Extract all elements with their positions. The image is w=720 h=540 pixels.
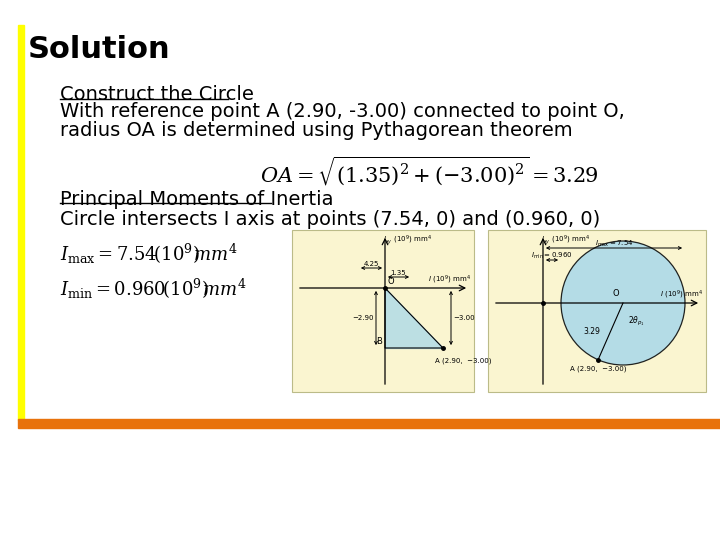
Bar bbox=[18, 25, 24, 420]
Bar bbox=[292, 230, 474, 392]
Text: Circle intersects I axis at points (7.54, 0) and (0.960, 0): Circle intersects I axis at points (7.54… bbox=[60, 210, 600, 229]
Text: 3.29: 3.29 bbox=[584, 327, 600, 336]
Text: $I\ (10^9)\ \mathrm{mm}^4$: $I\ (10^9)\ \mathrm{mm}^4$ bbox=[428, 274, 471, 286]
Text: −3.00: −3.00 bbox=[453, 315, 474, 321]
Text: A (2.90,  −3.00): A (2.90, −3.00) bbox=[435, 357, 492, 363]
Text: O: O bbox=[388, 277, 395, 286]
Text: $I\ (10^9)\ \mathrm{mm}^4$: $I\ (10^9)\ \mathrm{mm}^4$ bbox=[660, 289, 703, 301]
Text: $2\theta_{p_1}$: $2\theta_{p_1}$ bbox=[628, 315, 645, 328]
Text: $I_{\min}=0.960$: $I_{\min}=0.960$ bbox=[531, 251, 573, 261]
Text: −2.90: −2.90 bbox=[353, 315, 374, 321]
Text: Principal Moments of Inertia: Principal Moments of Inertia bbox=[60, 190, 333, 209]
Text: $I_{\max} = 7.54\!\left(10^9\right)\!\!mm^4$: $I_{\max} = 7.54\!\left(10^9\right)\!\!m… bbox=[60, 242, 238, 266]
Text: Solution: Solution bbox=[28, 35, 171, 64]
Text: A (2.90,  −3.00): A (2.90, −3.00) bbox=[570, 366, 626, 373]
Text: B: B bbox=[376, 337, 382, 346]
Bar bbox=[488, 230, 706, 392]
Polygon shape bbox=[385, 288, 443, 348]
Circle shape bbox=[561, 241, 685, 365]
Text: 4.25: 4.25 bbox=[364, 261, 379, 267]
Text: Construct the Circle: Construct the Circle bbox=[60, 85, 254, 104]
Text: $I_{xy}\ (10^9)\ \mathrm{mm}^4$: $I_{xy}\ (10^9)\ \mathrm{mm}^4$ bbox=[383, 233, 432, 247]
Text: O: O bbox=[613, 289, 619, 298]
Text: 1.35: 1.35 bbox=[391, 270, 406, 276]
Text: $OA = \sqrt{(1.35)^2 + (-3.00)^2} = 3.29$: $OA = \sqrt{(1.35)^2 + (-3.00)^2} = 3.29… bbox=[260, 155, 599, 188]
Text: $I_{\min} = 0.960\!\left(10^9\right)\!\!mm^4$: $I_{\min} = 0.960\!\left(10^9\right)\!\!… bbox=[60, 277, 247, 301]
Bar bbox=[18, 419, 720, 428]
Text: radius OA is determined using Pythagorean theorem: radius OA is determined using Pythagorea… bbox=[60, 121, 572, 140]
Text: $I_{\max}=7.54$: $I_{\max}=7.54$ bbox=[595, 239, 634, 249]
Text: With reference point A (2.90, -3.00) connected to point O,: With reference point A (2.90, -3.00) con… bbox=[60, 102, 625, 121]
Text: $I_{xy}\ (10^9)\ \mathrm{mm}^4$: $I_{xy}\ (10^9)\ \mathrm{mm}^4$ bbox=[541, 233, 590, 247]
